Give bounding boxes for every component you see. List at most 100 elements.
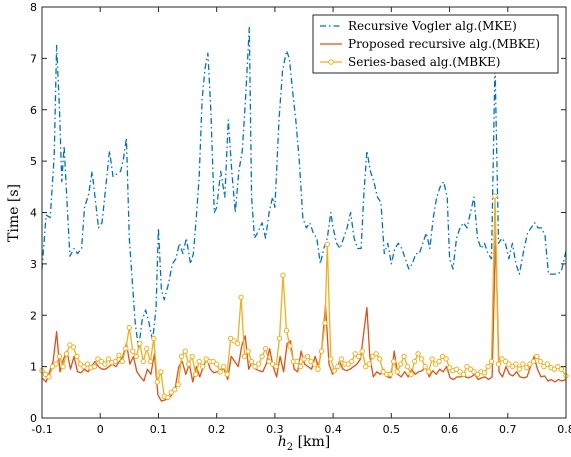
series-marker <box>224 371 230 377</box>
x-tick-label: 0.3 <box>266 423 284 436</box>
series-marker <box>172 387 178 393</box>
series-marker <box>380 369 386 375</box>
series-marker <box>186 361 192 367</box>
series-marker <box>91 363 98 370</box>
series-marker <box>485 363 491 370</box>
series-marker <box>74 353 80 360</box>
series-0 <box>41 26 567 350</box>
series-marker <box>311 361 318 367</box>
series-marker <box>266 358 272 365</box>
y-tick-label: 3 <box>30 258 37 271</box>
series-marker <box>506 361 512 367</box>
series-marker <box>70 344 77 350</box>
series-marker <box>304 353 311 360</box>
x-tick-label: 0.4 <box>324 423 342 436</box>
series-marker <box>301 356 307 362</box>
series-marker <box>165 394 171 401</box>
series-marker <box>210 358 216 365</box>
series-marker <box>457 369 463 375</box>
x-tick-label: 0.2 <box>208 423 226 436</box>
y-tick-label: 4 <box>30 207 37 220</box>
y-tick-label: 8 <box>30 1 37 14</box>
series-marker <box>513 361 519 367</box>
series-marker <box>193 371 199 377</box>
series-marker <box>259 353 265 360</box>
series-marker <box>411 358 418 365</box>
y-tick-label: 1 <box>30 361 37 374</box>
series-marker <box>495 361 502 367</box>
series-marker <box>231 338 237 344</box>
series-marker <box>404 363 411 370</box>
y-tick-label: 5 <box>30 155 37 168</box>
series-marker <box>95 356 101 362</box>
series-marker <box>283 328 290 334</box>
series-marker <box>544 361 551 367</box>
series-marker <box>123 345 129 352</box>
series-marker <box>126 324 133 331</box>
series-marker <box>551 366 558 372</box>
x-tick-label: 0 <box>97 423 104 436</box>
series-marker <box>537 358 544 365</box>
series-marker <box>234 340 241 347</box>
legend-label-proposed-recursive: Proposed recursive alg.(MBKE) <box>348 37 540 51</box>
y-tick-label: 0 <box>30 412 37 425</box>
x-axis-label-unit: [km] <box>293 434 330 450</box>
series-marker <box>221 363 227 370</box>
series-marker <box>147 358 154 365</box>
series-marker <box>418 356 425 362</box>
x-tick-label: 0.6 <box>441 423 459 436</box>
series-marker <box>130 348 136 354</box>
series-marker <box>318 348 325 354</box>
series-marker <box>345 361 351 367</box>
series-marker <box>359 348 365 354</box>
series-marker <box>471 369 477 375</box>
series-marker <box>255 361 262 367</box>
series-marker <box>154 379 161 385</box>
series-marker <box>175 381 181 388</box>
series-marker <box>200 363 206 370</box>
series-marker <box>527 361 533 367</box>
series-marker <box>481 370 488 376</box>
series-marker <box>269 361 276 367</box>
legend-label-recursive-vogler: Recursive Vogler alg.(MKE) <box>348 19 517 33</box>
series-marker <box>377 356 383 362</box>
series-marker <box>84 361 91 367</box>
series-marker <box>474 371 481 377</box>
series-marker <box>158 369 164 375</box>
series-marker <box>245 348 251 354</box>
legend-marker-series-based <box>328 59 334 65</box>
series-layer <box>39 26 569 402</box>
series-marker <box>502 358 509 365</box>
series-marker <box>394 369 400 375</box>
series-marker <box>133 353 140 360</box>
series-marker <box>558 366 564 372</box>
series-marker <box>499 356 505 362</box>
series-marker <box>217 369 223 375</box>
series-marker <box>460 371 467 377</box>
y-tick-label: 6 <box>30 104 37 117</box>
series-marker <box>227 335 234 342</box>
series-marker <box>331 368 337 374</box>
series-marker <box>338 356 344 362</box>
series-marker <box>276 335 283 342</box>
series-marker <box>252 363 258 370</box>
series-marker <box>140 358 147 365</box>
series-marker <box>105 356 112 362</box>
series-marker <box>335 363 341 370</box>
series-marker <box>203 356 209 362</box>
series-marker <box>324 241 330 248</box>
series-marker <box>397 361 404 367</box>
legend: Recursive Vogler alg.(MKE) Proposed recu… <box>312 14 559 74</box>
series-marker <box>370 353 376 360</box>
series-marker <box>151 335 157 342</box>
series-marker <box>280 272 286 278</box>
x-axis-label-subscript: 2 <box>287 442 293 453</box>
series-marker <box>214 361 220 367</box>
series-marker <box>116 352 122 358</box>
series-marker <box>408 371 414 377</box>
series-marker <box>530 358 537 365</box>
series-marker <box>60 363 66 370</box>
legend-label-series-based: Series-based alg.(MBKE) <box>348 55 500 69</box>
series-marker <box>144 345 150 352</box>
